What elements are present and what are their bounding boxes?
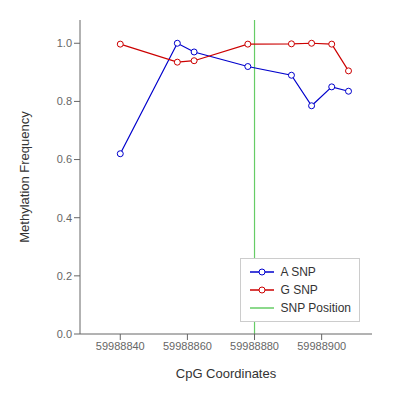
svg-text:59988900: 59988900 (297, 340, 346, 352)
svg-text:59988840: 59988840 (96, 340, 145, 352)
html-text:SNP Position: SNP Position (280, 301, 351, 315)
html-text:G SNP: G SNP (280, 283, 318, 297)
svg-text:Methylation Frequency: Methylation Frequency (17, 111, 32, 243)
svg-text:CpG Coordinates: CpG Coordinates (176, 366, 277, 381)
svg-text:59988880: 59988880 (230, 340, 279, 352)
svg-text:0.8: 0.8 (57, 95, 72, 107)
svg-text:1.0: 1.0 (57, 37, 72, 49)
svg-text:0.2: 0.2 (57, 270, 72, 282)
svg-text:0.6: 0.6 (57, 153, 72, 165)
svg-text:59988860: 59988860 (163, 340, 212, 352)
svg-text:0.4: 0.4 (57, 212, 72, 224)
svg-text:0.0: 0.0 (57, 328, 72, 340)
html-text:A SNP: A SNP (280, 265, 316, 279)
